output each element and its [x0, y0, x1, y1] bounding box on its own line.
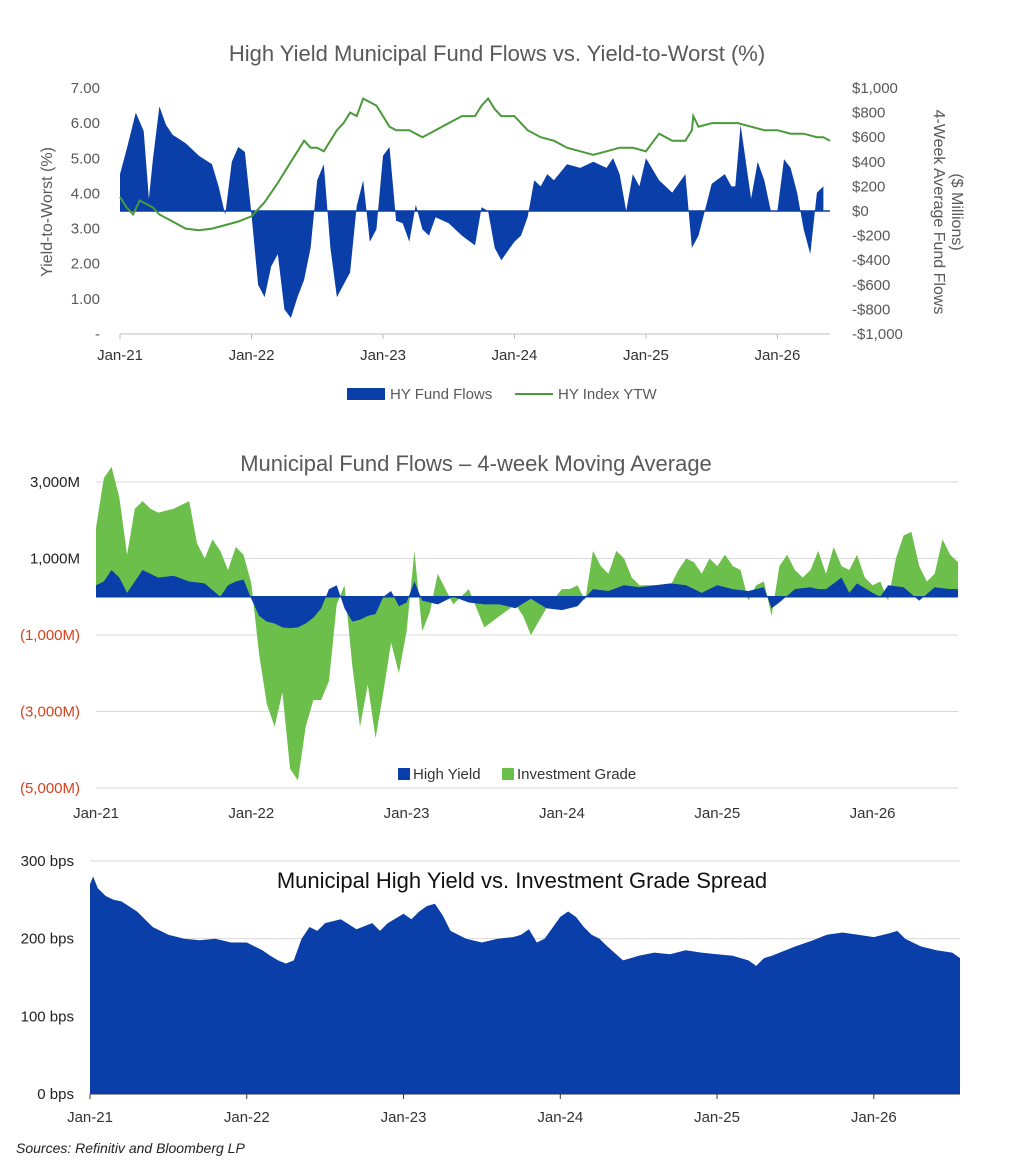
chart3-plot-area	[90, 876, 960, 1095]
chart2-x-ticks: Jan-21 Jan-22 Jan-23 Jan-24 Jan-25 Jan-26	[73, 805, 895, 822]
investment-grade-area	[96, 466, 958, 781]
chart3-x-tick-label: Jan-23	[381, 1109, 427, 1126]
chart1-right-tick-label: -$400	[852, 252, 890, 269]
chart1-right-tick-label: $600	[852, 129, 885, 146]
spread-area	[90, 876, 960, 1094]
chart1-right-tick-label: $0	[852, 203, 869, 220]
fund-flows-moving-average-chart: Municipal Fund Flows – 4-week Moving Ave…	[20, 451, 958, 822]
chart1-left-tick-label: 6.00	[71, 115, 100, 132]
hy-fund-flows-area	[120, 106, 824, 319]
legend-label-investment-grade: Investment Grade	[517, 766, 636, 783]
chart1-right-ticks: $1,000 $800 $600 $400 $200 $0 -$200 -$400 -$600 -…	[852, 80, 903, 343]
chart3-x-tick-label: Jan-22	[224, 1109, 270, 1126]
chart1-plot-area	[119, 96, 831, 335]
chart1-x-tick-label: Jan-26	[754, 347, 800, 364]
chart1-x-tick-label: Jan-25	[623, 347, 669, 364]
chart1-x-tick-label: Jan-23	[360, 347, 406, 364]
chart2-x-tick-label: Jan-23	[384, 805, 430, 822]
hy-index-ytw-line	[119, 96, 831, 232]
source-note: Sources: Refinitiv and Bloomberg LP	[16, 1140, 245, 1156]
chart2-title: Municipal Fund Flows – 4-week Moving Ave…	[240, 451, 712, 476]
chart1-title: High Yield Municipal Fund Flows vs. Yiel…	[229, 41, 765, 66]
chart1-right-tick-label: -$200	[852, 228, 890, 245]
chart1-x-tick-label: Jan-22	[229, 347, 275, 364]
chart1-left-tick-label: 1.00	[71, 291, 100, 308]
chart3-y-tick-label: 0 bps	[37, 1086, 74, 1103]
chart2-y-ticks: 3,000M 1,000M (1,000M) (3,000M) (5,000M)	[20, 474, 80, 797]
chart3-title: Municipal High Yield vs. Investment Grad…	[277, 868, 767, 893]
chart1-left-tick-label: -	[95, 326, 100, 343]
legend-swatch-hy-fund-flows	[347, 388, 385, 400]
legend-label-hy-index-ytw: HY Index YTW	[558, 386, 657, 403]
chart1-right-axis-label-line2: ($ Millions)	[948, 173, 965, 250]
chart1-left-axis-label: Yield-to-Worst (%)	[39, 147, 56, 277]
hy-flows-vs-ytw-chart: High Yield Municipal Fund Flows vs. Yiel…	[39, 41, 965, 403]
legend-swatch-high-yield	[398, 768, 410, 780]
chart3-y-tick-label: 100 bps	[21, 1008, 74, 1025]
chart2-legend: High Yield Investment Grade	[398, 766, 636, 783]
chart1-right-tick-label: -$600	[852, 277, 890, 294]
spread-chart: Municipal High Yield vs. Investment Grad…	[21, 853, 960, 1126]
chart1-right-tick-label: $200	[852, 178, 885, 195]
chart1-right-tick-label: $800	[852, 105, 885, 122]
legend-swatch-investment-grade	[502, 768, 514, 780]
legend-label-hy-fund-flows: HY Fund Flows	[390, 386, 492, 403]
chart3-x-tick-label: Jan-21	[67, 1109, 113, 1126]
chart1-left-tick-label: 3.00	[71, 221, 100, 238]
chart1-left-tick-label: 4.00	[71, 185, 100, 202]
chart2-x-tick-label: Jan-25	[694, 805, 740, 822]
high-yield-area	[96, 570, 958, 629]
chart2-plot-area	[96, 466, 958, 781]
chart3-x-tick-label: Jan-25	[694, 1109, 740, 1126]
chart1-right-tick-label: -$800	[852, 301, 890, 318]
chart1-left-ticks: 7.00 6.00 5.00 4.00 3.00 2.00 1.00 -	[71, 80, 100, 343]
chart3-x-ticks: Jan-21 Jan-22 Jan-23 Jan-24 Jan-25 Jan-26	[67, 1094, 897, 1126]
chart1-x-ticks: Jan-21 Jan-22 Jan-23 Jan-24 Jan-25 Jan-26	[97, 334, 800, 364]
chart1-x-tick-label: Jan-24	[491, 347, 537, 364]
chart2-y-tick-label: (3,000M)	[20, 704, 80, 721]
chart1-right-tick-label: -$1,000	[852, 326, 903, 343]
chart3-x-tick-label: Jan-26	[851, 1109, 897, 1126]
chart1-x-tick-label: Jan-21	[97, 347, 143, 364]
chart1-right-tick-label: $1,000	[852, 80, 898, 97]
chart3-x-tick-label: Jan-24	[537, 1109, 583, 1126]
chart1-right-tick-label: $400	[852, 154, 885, 171]
chart1-right-axis-label-line1: 4-Week Average Fund Flows	[930, 110, 947, 315]
chart2-x-tick-label: Jan-26	[850, 805, 896, 822]
chart2-y-tick-label: (5,000M)	[20, 780, 80, 797]
chart3-y-ticks: 300 bps 200 bps 100 bps 0 bps	[21, 853, 74, 1103]
chart2-y-tick-label: 3,000M	[30, 474, 80, 491]
chart2-x-tick-label: Jan-24	[539, 805, 585, 822]
chart2-y-tick-label: (1,000M)	[20, 627, 80, 644]
chart1-left-tick-label: 7.00	[71, 80, 100, 97]
chart2-x-tick-label: Jan-22	[228, 805, 274, 822]
chart3-y-tick-label: 200 bps	[21, 931, 74, 948]
chart2-y-tick-label: 1,000M	[30, 551, 80, 568]
chart1-legend: HY Fund Flows HY Index YTW	[347, 386, 657, 403]
legend-label-high-yield: High Yield	[413, 766, 481, 783]
chart1-left-tick-label: 2.00	[71, 256, 100, 273]
chart3-y-tick-label: 300 bps	[21, 853, 74, 870]
chart2-x-tick-label: Jan-21	[73, 805, 119, 822]
chart1-left-tick-label: 5.00	[71, 150, 100, 167]
chart2-gridlines	[96, 481, 958, 789]
